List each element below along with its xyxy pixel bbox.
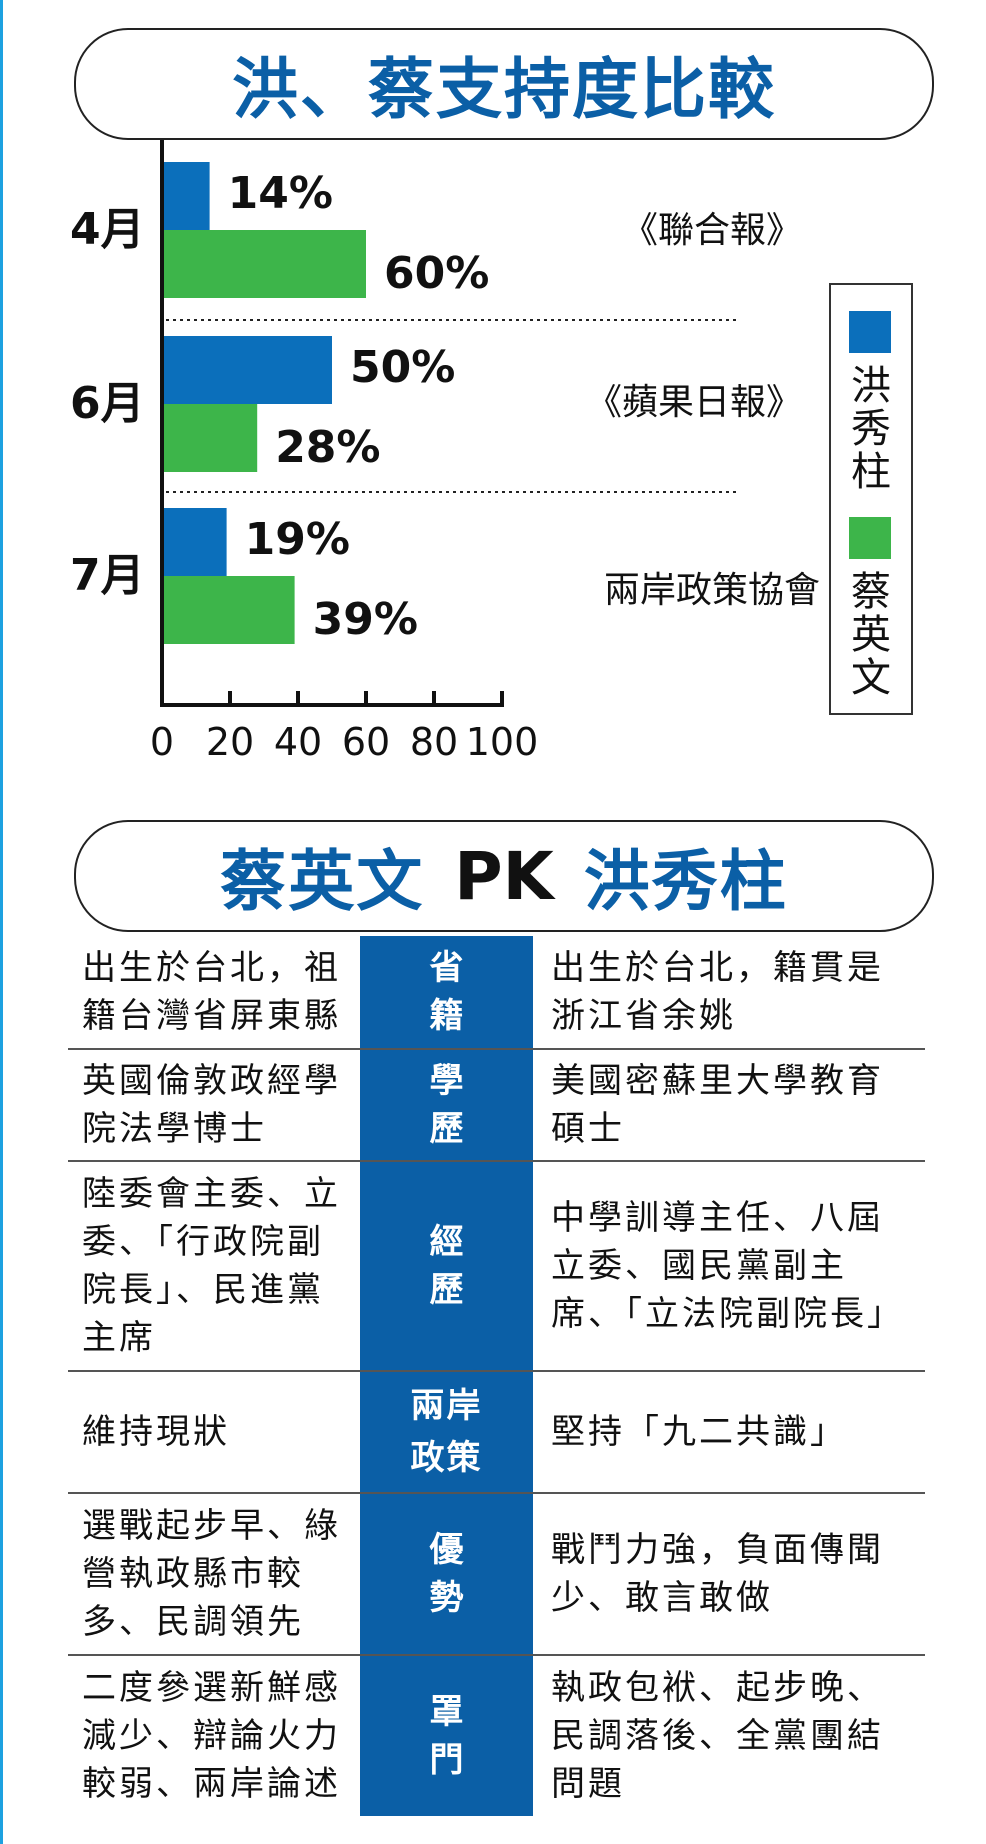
left-accent-rule <box>0 0 3 1844</box>
chart-title-text: 洪、蔡支持度比較 <box>232 50 776 128</box>
table-row: 出生於台北，祖籍台灣省屏東縣 省 籍 出生於台北，籍貫是浙江省余姚 <box>68 936 925 1050</box>
tsai-cell: 選戰起步早、綠營執政縣市較多、民調領先 <box>82 1506 341 1642</box>
source-label: 《蘋果日報》 <box>586 382 802 423</box>
hung-cell: 執政包袱、起步晚、民調落後、全黨團結問題 <box>551 1668 884 1804</box>
category-label-text: 兩岸政策 <box>410 1386 483 1478</box>
category-label: 6月 <box>70 378 145 429</box>
hung-cell: 戰鬥力強，負面傳聞少、敢言敢做 <box>551 1530 884 1618</box>
compare-title-hung: 洪秀柱 <box>583 842 788 920</box>
compare-title-tsai: 蔡英文 <box>220 842 425 920</box>
legend-label-tsai: 蔡英文 <box>831 571 911 700</box>
data-label: 28% <box>275 422 380 473</box>
category-label: 學 歷 <box>360 1050 533 1160</box>
category-label: 兩岸政策 <box>360 1372 533 1492</box>
hung-cell: 出生於台北，籍貫是浙江省余姚 <box>551 948 884 1036</box>
data-label: 19% <box>245 514 350 565</box>
category-label: 罩 門 <box>360 1656 533 1816</box>
legend-label-hung: 洪秀柱 <box>831 365 911 494</box>
tsai-cell: 出生於台北，祖籍台灣省屏東縣 <box>82 948 341 1036</box>
data-label: 14% <box>228 168 333 219</box>
x-tick-label: 40 <box>274 720 322 764</box>
bar-tsai <box>164 576 295 644</box>
category-label: 7月 <box>70 550 145 601</box>
source-label: 《聯合報》 <box>622 210 802 251</box>
category-label: 優 勢 <box>360 1494 533 1654</box>
x-tick-label: 0 <box>150 720 174 764</box>
table-row: 維持現狀 兩岸政策 堅持「九二共識」 <box>68 1372 925 1494</box>
bar-tsai <box>164 404 258 472</box>
table-row: 二度參選新鮮感減少、辯論火力較弱、兩岸論述 罩 門 執政包袱、起步晚、民調落後、… <box>68 1656 925 1816</box>
legend-swatch-tsai <box>849 517 891 559</box>
x-tick-label: 80 <box>410 720 458 764</box>
chart-title: 洪、蔡支持度比較 <box>74 28 934 140</box>
tsai-cell: 維持現狀 <box>82 1412 230 1452</box>
legend-swatch-hung <box>849 311 891 353</box>
x-tick-label: 60 <box>342 720 390 764</box>
data-label: 60% <box>384 248 489 299</box>
comparison-table: 出生於台北，祖籍台灣省屏東縣 省 籍 出生於台北，籍貫是浙江省余姚 英國倫敦政經… <box>68 936 925 1816</box>
source-label: 兩岸政策協會 <box>604 570 820 611</box>
legend-char: 洪秀柱 <box>851 363 891 495</box>
bar-hung <box>164 162 210 230</box>
tsai-cell: 英國倫敦政經學院法學博士 <box>82 1061 341 1149</box>
x-tick-label: 100 <box>466 720 539 764</box>
table-row: 陸委會主委、立委、「行政院副院長」、民進黨主席 經 歷 中學訓導主任、八屆立委、… <box>68 1162 925 1372</box>
table-row: 英國倫敦政經學院法學博士 學 歷 美國密蘇里大學教育碩士 <box>68 1050 925 1162</box>
category-label: 經 歷 <box>360 1162 533 1370</box>
hung-cell: 中學訓導主任、八屆立委、國民黨副主席、「立法院副院長」 <box>551 1198 904 1334</box>
data-label: 39% <box>313 594 418 645</box>
tsai-cell: 二度參選新鮮感減少、辯論火力較弱、兩岸論述 <box>82 1668 341 1804</box>
legend-char: 蔡英文 <box>851 569 891 701</box>
compare-title-pk: PK <box>454 837 554 915</box>
chart-legend: 洪秀柱 蔡英文 <box>829 283 913 715</box>
tsai-cell: 陸委會主委、立委、「行政院副院長」、民進黨主席 <box>82 1174 341 1358</box>
bar-tsai <box>164 230 366 298</box>
category-label: 省 籍 <box>360 936 533 1048</box>
category-label: 4月 <box>70 204 145 255</box>
x-tick-label: 20 <box>206 720 254 764</box>
data-label: 50% <box>350 342 455 393</box>
table-row: 選戰起步早、綠營執政縣市較多、民調領先 優 勢 戰鬥力強，負面傳聞少、敢言敢做 <box>68 1494 925 1656</box>
support-bar-chart: 0 20 40 60 80 100 4月 14% 60% 《聯合報》 6月 50% 28% 《蘋果日報》 7… <box>70 140 820 764</box>
bar-hung <box>164 336 332 404</box>
hung-cell: 美國密蘇里大學教育碩士 <box>551 1061 884 1149</box>
bar-hung <box>164 508 227 576</box>
compare-title: 蔡英文 PK 洪秀柱 <box>74 820 934 932</box>
hung-cell: 堅持「九二共識」 <box>551 1412 847 1452</box>
